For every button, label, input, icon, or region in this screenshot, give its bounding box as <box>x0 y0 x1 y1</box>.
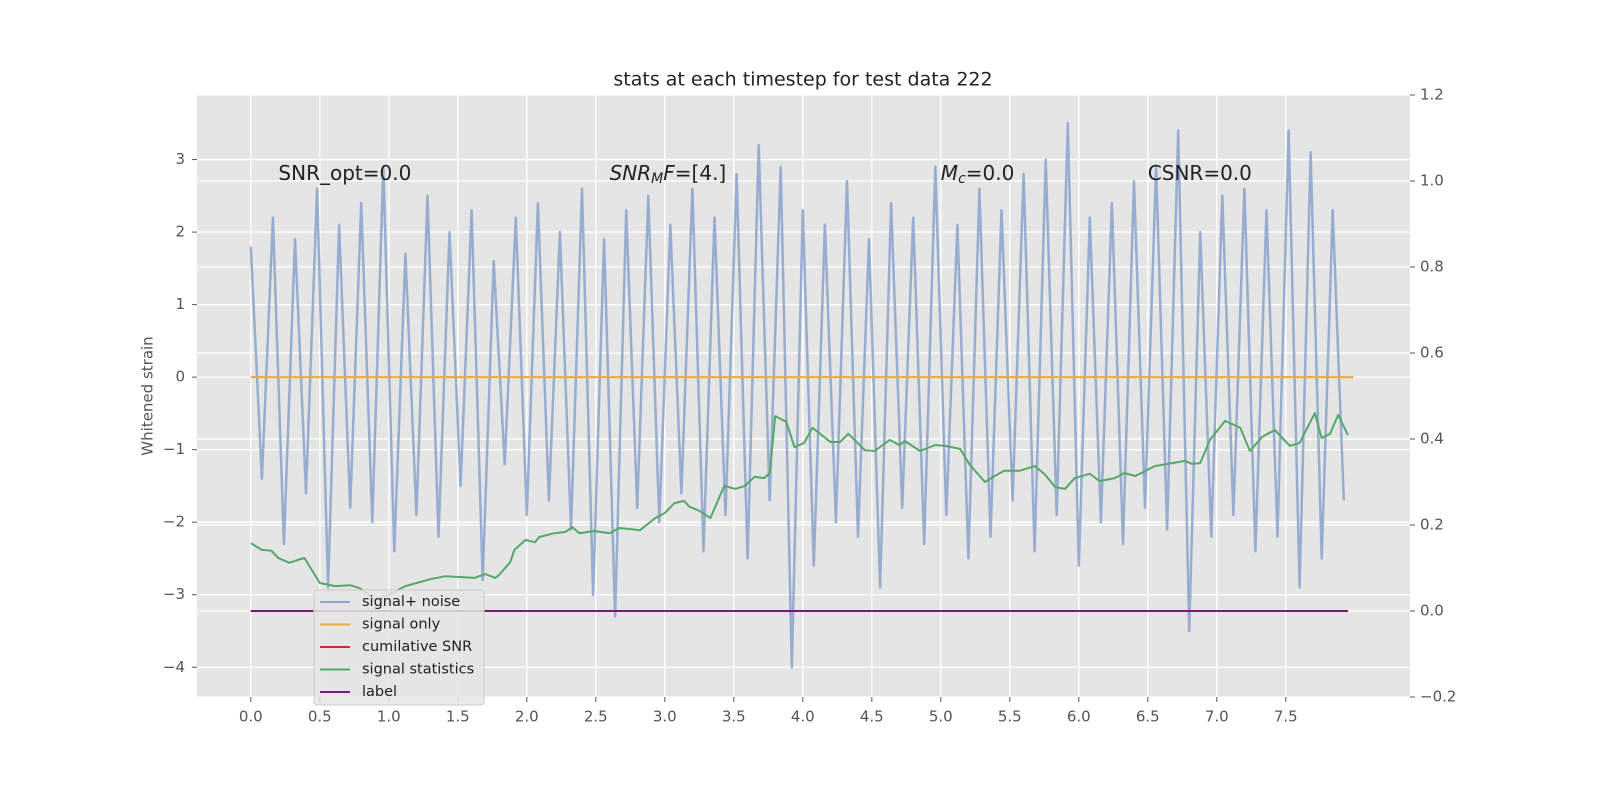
legend-label: signal only <box>362 617 441 633</box>
y-tick-label: −3 <box>163 585 185 603</box>
annotation-part: =[4.] <box>675 161 726 185</box>
y-tick-label: 1 <box>175 295 185 313</box>
annotation: Mc=0.0 <box>941 161 1015 188</box>
x-tick-label: 3.0 <box>653 708 677 726</box>
x-tick-label: 6.0 <box>1067 708 1091 726</box>
series-line <box>250 412 1349 601</box>
y-tick-label: 3 <box>175 150 185 168</box>
y2-tick-label: 0.8 <box>1420 258 1444 276</box>
y2-tick-label: 0.2 <box>1420 516 1444 534</box>
y-tick-label: 0 <box>175 368 185 386</box>
chart-title: stats at each timestep for test data 222 <box>613 69 992 91</box>
legend-box <box>313 589 485 706</box>
annotation-part: F <box>663 161 675 185</box>
y-axis-label: Whitened strain <box>139 336 157 455</box>
x-tick-label: 7.5 <box>1274 708 1298 726</box>
annotation-part: =0.0 <box>966 161 1015 185</box>
x-tick-label: 4.5 <box>860 708 884 726</box>
y-tick-label: −4 <box>163 658 185 676</box>
x-tick-label: 4.0 <box>791 708 815 726</box>
y-tick-label: −1 <box>163 440 185 458</box>
x-tick-label: 0.0 <box>239 708 263 726</box>
x-tick-label: 5.5 <box>998 708 1022 726</box>
y2-tick-label: 1.0 <box>1420 172 1444 190</box>
legend-label: signal+ noise <box>362 594 460 610</box>
x-tick-label: 1.5 <box>446 708 470 726</box>
y-tick-label: 2 <box>175 223 185 241</box>
annotation-part: c <box>958 171 966 187</box>
x-tick-label: 2.0 <box>515 708 539 726</box>
y2-tick-label: 1.2 <box>1420 86 1444 104</box>
y2-tick-label: 0.0 <box>1420 602 1444 620</box>
x-tick-label: 3.5 <box>722 708 746 726</box>
annotation: SNR_opt=0.0 <box>278 161 411 185</box>
legend-label: signal statistics <box>362 662 474 678</box>
legend-label: cumilative SNR <box>362 639 472 655</box>
axes: 0.0 0.5 1.0 1.5 2.0 2.5 3.0 3.5 4.0 4.5 5.0 5.5 6.0 6… <box>163 86 1457 726</box>
legend-label: label <box>362 684 397 700</box>
y2-tick-label: −0.2 <box>1420 688 1456 706</box>
annotation: SNRMF=[4.] <box>610 161 727 188</box>
series-line <box>249 122 1346 669</box>
legend: signal+ noise signal only cumilative SNR si… <box>313 589 485 706</box>
annotation-part: SNR <box>610 161 652 185</box>
x-tick-label: 1.0 <box>377 708 401 726</box>
x-tick-label: 7.0 <box>1205 708 1229 726</box>
annotation: CSNR=0.0 <box>1148 161 1252 185</box>
y2-tick-label: 0.4 <box>1420 430 1444 448</box>
annotation-part: M <box>941 161 958 185</box>
annotation-part: SNR_opt=0.0 <box>278 161 411 185</box>
x-tick-label: 2.5 <box>584 708 608 726</box>
annotation-part: CSNR=0.0 <box>1148 161 1252 185</box>
y-tick-label: −2 <box>163 513 185 531</box>
y2-tick-label: 0.6 <box>1420 344 1444 362</box>
x-tick-label: 0.5 <box>308 708 332 726</box>
x-tick-label: 5.0 <box>929 708 953 726</box>
annotation-part: M <box>651 171 663 187</box>
x-tick-label: 6.5 <box>1136 708 1160 726</box>
